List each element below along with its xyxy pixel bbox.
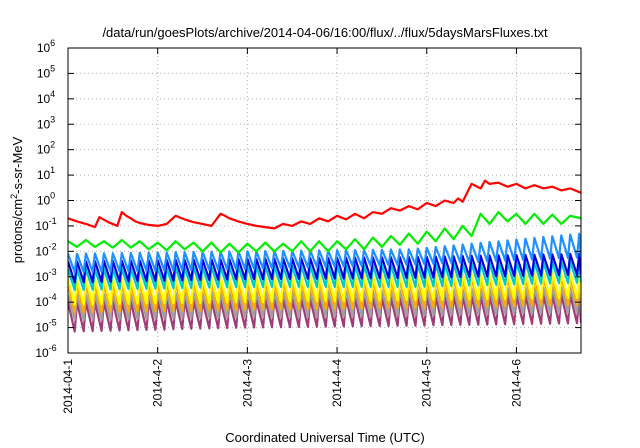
y-tick-label: 101 xyxy=(37,165,55,182)
y-tick-label: 102 xyxy=(37,140,55,157)
series-line xyxy=(68,179,581,230)
y-tick-base: 10 xyxy=(35,295,49,309)
y-axis-label: protons/cm2-s-sr-MeV xyxy=(9,136,25,263)
y-tick-label: 103 xyxy=(37,114,55,131)
y-tick-label: 105 xyxy=(37,63,55,80)
series-line xyxy=(68,211,581,254)
y-tick-exponent: -5 xyxy=(49,318,57,328)
y-tick-exponent: -4 xyxy=(49,292,57,302)
y-tick-exponent: 5 xyxy=(50,63,55,73)
x-axis-ticks: 2014-04-1 2014-4-2 2014-4-3 2014-4-4 2014-4-… xyxy=(61,48,523,414)
y-tick-exponent: 2 xyxy=(50,140,55,150)
y-tick-exponent: 4 xyxy=(50,89,55,99)
y-axis-ticks: 10-610-510-410-310-210-11001011021031041… xyxy=(35,38,581,360)
y-tick-label: 10-2 xyxy=(35,241,56,258)
y-tick-base: 10 xyxy=(37,92,51,106)
y-tick-exponent: 0 xyxy=(50,191,55,201)
y-tick-exponent: -1 xyxy=(49,216,57,226)
y-tick-label: 10-1 xyxy=(35,216,56,233)
y-tick-exponent: 6 xyxy=(50,38,55,48)
y-tick-label: 106 xyxy=(37,38,55,55)
y-axis-label-suffix: -s-sr-MeV xyxy=(10,136,25,193)
chart-title: /data/run/goesPlots/archive/2014-04-06/1… xyxy=(102,25,548,40)
y-tick-base: 10 xyxy=(37,66,51,80)
x-tick-label: 2014-4-5 xyxy=(420,359,434,407)
y-tick-base: 10 xyxy=(37,168,51,182)
y-axis-label-sup: 2 xyxy=(9,194,19,199)
series-layer xyxy=(68,179,581,333)
y-tick-label: 100 xyxy=(37,191,55,208)
y-tick-label: 10-3 xyxy=(35,267,56,284)
x-axis-label: Coordinated Universal Time (UTC) xyxy=(225,430,424,445)
x-tick-label: 2014-4-2 xyxy=(151,359,165,407)
y-tick-base: 10 xyxy=(35,244,49,258)
y-tick-base: 10 xyxy=(37,194,51,208)
x-tick-label: 2014-4-3 xyxy=(240,359,254,407)
x-tick-label: 2014-4-6 xyxy=(509,359,523,407)
y-tick-label: 10-4 xyxy=(35,292,56,309)
series-line xyxy=(68,271,581,306)
y-axis-label-prefix: protons/cm xyxy=(10,199,25,263)
y-tick-base: 10 xyxy=(35,219,49,233)
y-tick-exponent: 1 xyxy=(50,165,55,175)
series-line xyxy=(68,252,581,284)
y-tick-exponent: 3 xyxy=(50,114,55,124)
y-tick-base: 10 xyxy=(35,346,49,360)
y-tick-exponent: -6 xyxy=(49,343,57,353)
series-line xyxy=(68,232,581,274)
y-tick-base: 10 xyxy=(37,143,51,157)
x-tick-label: 2014-4-4 xyxy=(330,359,344,407)
y-tick-base: 10 xyxy=(35,270,49,284)
y-tick-label: 104 xyxy=(37,89,55,106)
y-tick-base: 10 xyxy=(37,117,51,131)
y-tick-label: 10-6 xyxy=(35,343,56,360)
y-tick-label: 10-5 xyxy=(35,318,56,335)
x-tick-label: 2014-04-1 xyxy=(61,359,75,414)
y-tick-exponent: -3 xyxy=(49,267,57,277)
y-tick-base: 10 xyxy=(35,321,49,335)
y-tick-exponent: -2 xyxy=(49,241,57,251)
y-tick-base: 10 xyxy=(37,41,51,55)
